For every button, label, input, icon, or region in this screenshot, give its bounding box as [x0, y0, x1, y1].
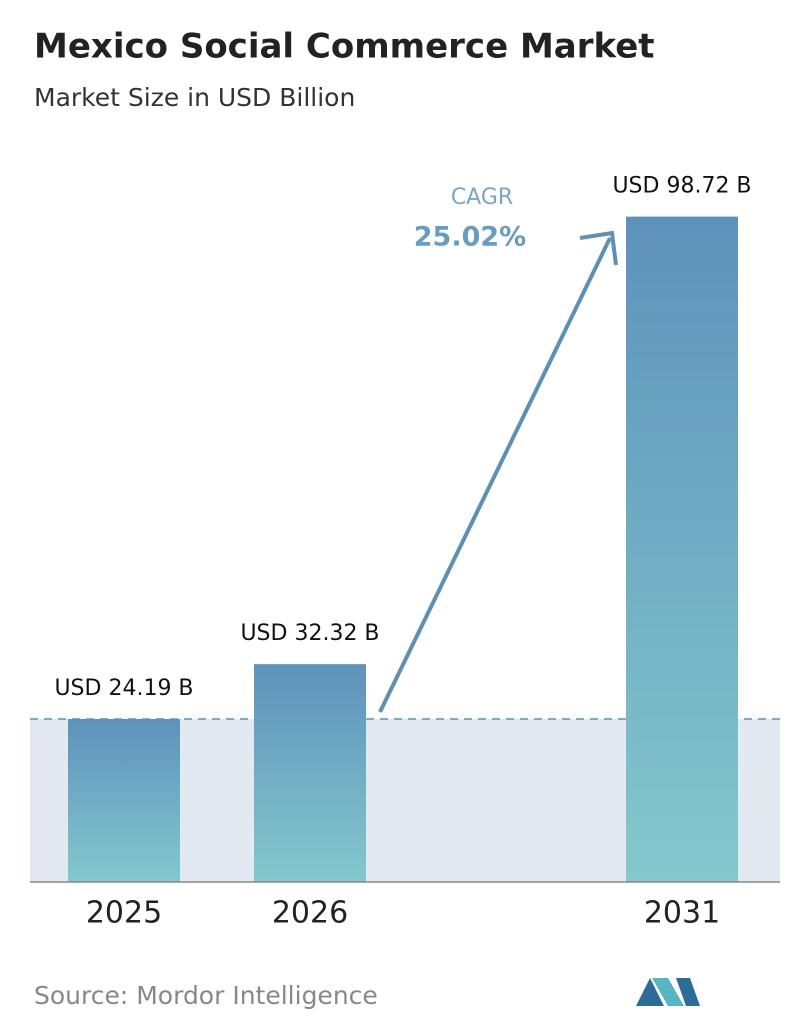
cagr-label: CAGR	[451, 185, 513, 210]
value-label: USD 24.19 B	[54, 676, 193, 701]
value-label: USD 98.72 B	[612, 174, 751, 199]
bar	[626, 216, 738, 882]
x-tick-label: 2031	[644, 896, 720, 931]
value-label: USD 32.32 B	[240, 621, 379, 646]
chart-title: Mexico Social Commerce Market	[34, 27, 655, 67]
cagr-arrow	[378, 237, 612, 713]
cagr-value: 25.02%	[414, 222, 526, 253]
plot-area: USD 24.19 B 2025 USD 32.32 B 2026 USD 98.72 …	[30, 174, 780, 931]
x-tick-label: 2025	[86, 896, 162, 931]
chart-subtitle: Market Size in USD Billion	[34, 83, 355, 112]
bar	[68, 718, 180, 882]
source: Source: Mordor Intelligence	[34, 981, 378, 1010]
cagr-arrowhead	[579, 230, 618, 266]
x-tick-label: 2026	[272, 896, 348, 931]
logo	[636, 978, 700, 1006]
bar	[254, 664, 366, 882]
